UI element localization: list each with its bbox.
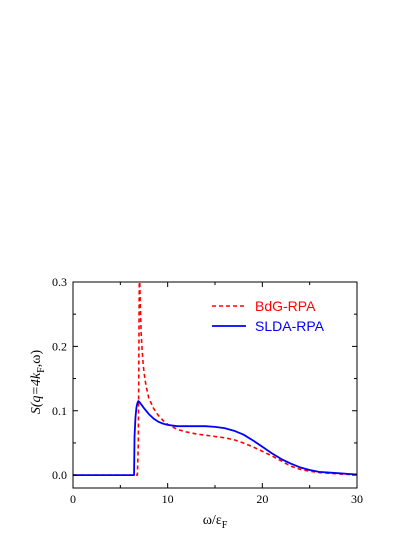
plot-area (73, 282, 357, 477)
y-axis-label-post: ,ω) (29, 350, 44, 368)
series-line-bdg-rpa (73, 282, 357, 476)
x-tick-label: 10 (162, 492, 174, 506)
y-tick-label: 0.0 (52, 468, 67, 482)
axes: 0 10 20 30 0.0 0.1 0.2 0.3 (52, 275, 363, 506)
y-tick-label: 0.1 (52, 404, 67, 418)
x-axis-label-base: ω/ε (203, 513, 222, 528)
y-axis-label: S(q=4kF,ω) (29, 350, 47, 415)
y-tick-label: 0.2 (52, 339, 67, 353)
y-axis-label-subscript: F (36, 367, 47, 373)
y-axis-label-pre: S(q=4k (29, 372, 44, 414)
x-axis-label: ω/εF (203, 513, 228, 531)
x-tick-label: 0 (70, 492, 76, 506)
x-tick-label: 20 (256, 492, 268, 506)
series-line-slda-rpa (73, 400, 357, 477)
y-tick-label: 0.3 (52, 275, 67, 289)
legend: BdG-RPA SLDA-RPA (212, 298, 325, 334)
x-tick-label: 30 (351, 492, 363, 506)
legend-label-slda-rpa: SLDA-RPA (255, 318, 325, 334)
legend-label-bdg-rpa: BdG-RPA (255, 298, 316, 314)
x-axis-label-subscript: F (222, 520, 228, 531)
